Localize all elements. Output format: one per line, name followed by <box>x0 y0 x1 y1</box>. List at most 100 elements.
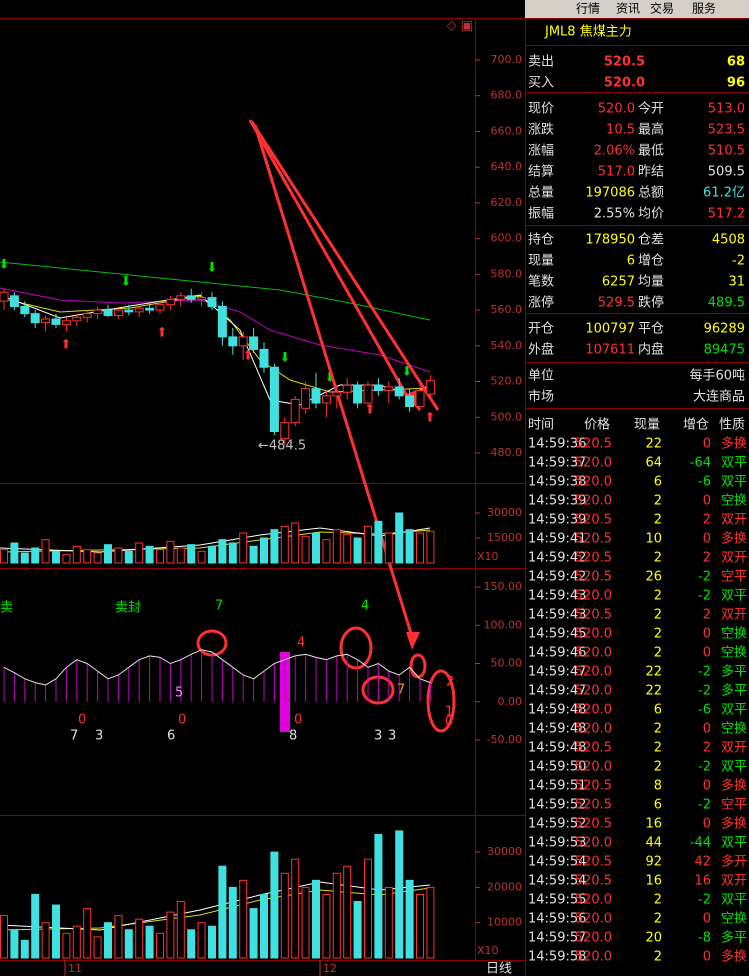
candle-body <box>61 320 71 325</box>
trade-price: 520.5 <box>575 532 612 547</box>
trade-change: -2 <box>698 665 711 680</box>
quote-value: 517.0 <box>598 165 635 180</box>
trade-price: 520.0 <box>575 589 612 604</box>
quote-value: 513.0 <box>708 102 745 117</box>
trade-nature: 双开 <box>721 608 747 623</box>
trade-nature: 多平 <box>721 930 747 946</box>
chart-icons[interactable]: ◇ ▣ <box>447 19 473 34</box>
trade-nature: 空换 <box>721 627 747 642</box>
axis-label: 20000 <box>487 880 522 893</box>
trade-nature: 双平 <box>721 475 747 490</box>
trade-time: 14:59:38 <box>528 475 586 490</box>
volume-bar <box>270 851 279 959</box>
volume-bar <box>104 922 112 959</box>
menu-item[interactable]: 服务 <box>692 1 716 16</box>
trade-nature: 双开 <box>721 513 747 528</box>
volume-bar <box>31 547 40 564</box>
candle-body <box>93 309 103 315</box>
trade-change: 2 <box>703 513 711 528</box>
trade-change: -6 <box>698 703 711 718</box>
volume-bar <box>114 915 123 959</box>
trade-price: 520.0 <box>575 893 612 908</box>
candle-body <box>373 384 383 391</box>
axis-label: 620.0 <box>491 196 523 209</box>
bidask-price: 520.0 <box>604 76 645 91</box>
menu-item[interactable]: 交易 <box>650 1 674 16</box>
volume-bar <box>176 547 185 564</box>
trade-change: 0 <box>703 950 711 965</box>
volume-bar <box>208 545 216 564</box>
trade-volume: 6 <box>654 798 662 813</box>
trade-change: 16 <box>694 874 711 889</box>
volume-bar <box>145 545 154 564</box>
svg-text:⬇: ⬇ <box>325 371 336 386</box>
quote-value: 4508 <box>712 233 745 248</box>
indicator-label: 6 <box>167 729 175 744</box>
indicator-label: 8 <box>289 729 297 744</box>
trade-volume: 10 <box>645 532 662 547</box>
indicator-label: 1 <box>445 705 453 720</box>
trade-price: 520.0 <box>575 931 612 946</box>
trade-price: 520.0 <box>575 760 612 775</box>
svg-text:⬆: ⬆ <box>157 326 168 341</box>
quote-label: 外盘 <box>528 342 554 358</box>
quote-label: 现量 <box>528 254 554 269</box>
indicator-label: 3 <box>374 729 382 744</box>
candle-body <box>0 291 9 302</box>
quote-label: 结算 <box>528 165 554 180</box>
quote-value: 6 <box>627 254 635 269</box>
candle-body <box>20 306 30 315</box>
trade-nature: 多换 <box>721 816 747 832</box>
quote-value: 大连商品 <box>693 389 745 405</box>
menu-item[interactable]: 资讯 <box>616 2 640 16</box>
volume-bar <box>187 544 196 564</box>
candle-body <box>394 386 404 397</box>
trade-time: 14:59:37 <box>528 456 586 471</box>
menu-item[interactable]: 行情 <box>576 2 600 16</box>
volume-bar <box>312 532 320 564</box>
indicator-label: 3 <box>95 729 103 744</box>
bidask-label: 买入 <box>528 76 554 91</box>
volume-bar <box>426 886 435 959</box>
trade-volume: 2 <box>654 646 662 661</box>
frame <box>0 18 749 976</box>
trade-time: 14:59:36 <box>528 437 586 452</box>
candle-body <box>311 388 321 404</box>
low-label: ←484.5 <box>258 439 306 454</box>
candle-body <box>301 388 311 409</box>
trade-volume: 20 <box>645 931 662 946</box>
axis-label: 600.0 <box>491 232 523 245</box>
candle-body <box>207 297 217 308</box>
trades-header: 增仓 <box>683 418 709 433</box>
trade-price: 520.0 <box>575 494 612 509</box>
volume-bar <box>416 532 424 564</box>
volume-bar <box>384 532 393 564</box>
volume-bar <box>62 554 71 564</box>
axis-label: 700.0 <box>491 53 523 66</box>
trade-volume: 22 <box>645 665 662 680</box>
axis-label: 30000 <box>487 845 522 858</box>
trade-price: 520.0 <box>575 646 612 661</box>
svg-text:⬇: ⬇ <box>280 351 291 366</box>
quote-value: 96289 <box>704 322 745 337</box>
trade-change: 2 <box>703 608 711 623</box>
period-label: 日线 <box>486 962 512 976</box>
trade-time: 14:59:57 <box>528 931 586 946</box>
trade-price: 520.5 <box>575 437 612 452</box>
trade-volume: 2 <box>654 950 662 965</box>
volume-bar <box>20 939 29 959</box>
trade-change: 42 <box>694 855 711 870</box>
quote-value: 10.5 <box>606 123 635 138</box>
trade-price: 520.5 <box>575 608 612 623</box>
candle-body <box>134 307 144 313</box>
indicator-label: 0 <box>445 715 453 730</box>
quote-label: 最低 <box>638 144 664 159</box>
trade-change: -2 <box>698 684 711 699</box>
indicator-label: 5 <box>175 686 183 701</box>
trade-time: 14:59:41 <box>528 532 586 547</box>
trade-nature: 双平 <box>721 893 747 908</box>
quote-label: 跌停 <box>638 295 664 311</box>
trade-nature: 空换 <box>721 722 747 737</box>
volume-bar <box>405 879 414 959</box>
